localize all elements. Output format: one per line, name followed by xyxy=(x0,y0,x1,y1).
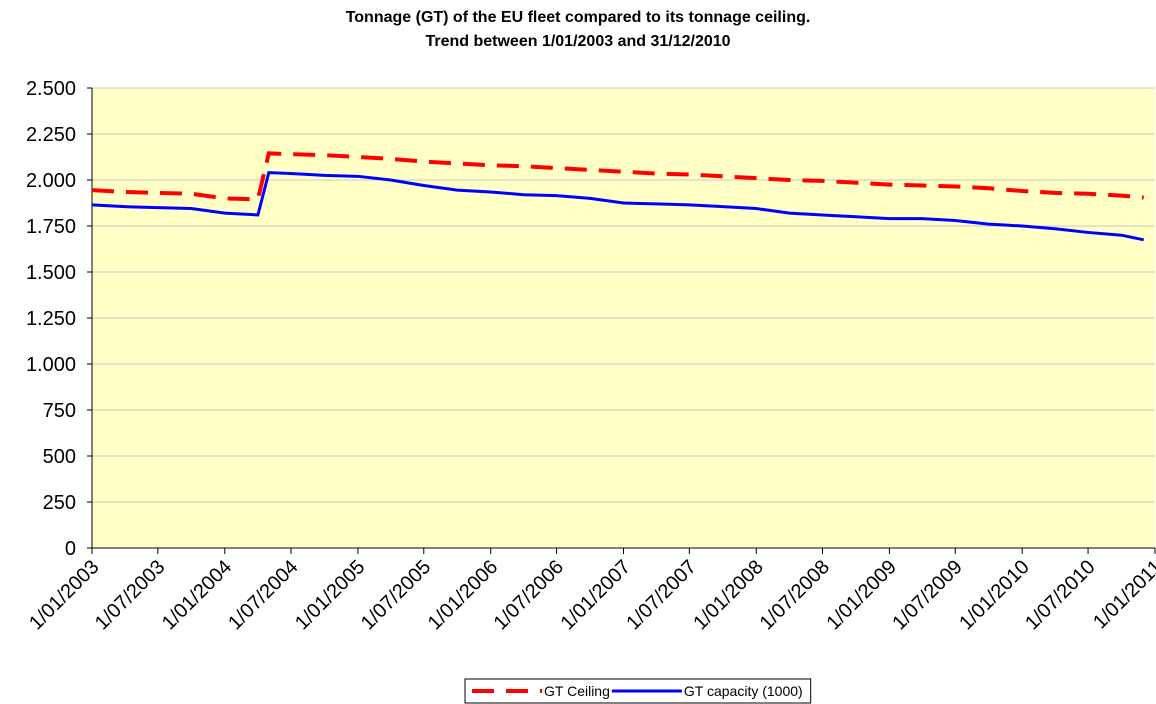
y-tick-label: 500 xyxy=(43,446,76,468)
y-tick-label: 1.500 xyxy=(26,262,76,284)
legend-label: GT Ceiling xyxy=(544,683,610,699)
x-tick-label: 1/01/2010 xyxy=(955,556,1033,634)
y-tick-label: 1.000 xyxy=(26,354,76,376)
x-tick-label: 1/01/2008 xyxy=(689,556,767,634)
x-tick-label: 1/07/2007 xyxy=(622,556,700,634)
x-tick-label: 1/07/2006 xyxy=(490,556,568,634)
legend-label: GT capacity (1000) xyxy=(684,683,803,699)
x-tick-label: 1/07/2003 xyxy=(91,556,169,634)
y-tick-label: 2.500 xyxy=(26,78,76,100)
x-tick-label: 1/07/2005 xyxy=(357,556,435,634)
y-tick-label: 750 xyxy=(43,400,76,422)
y-tick-label: 0 xyxy=(65,538,76,560)
x-tick-label: 1/01/2009 xyxy=(822,556,900,634)
x-tick-label: 1/07/2008 xyxy=(756,556,834,634)
chart-subtitle: Trend between 1/01/2003 and 31/12/2010 xyxy=(425,33,730,50)
x-tick-label: 1/07/2009 xyxy=(888,556,966,634)
series-line xyxy=(91,171,1145,242)
series-line xyxy=(91,151,1144,202)
y-tick-label: 2.000 xyxy=(26,170,76,192)
x-tick-label: 1/01/2006 xyxy=(424,556,502,634)
x-tick-label: 1/07/2010 xyxy=(1021,556,1099,634)
x-tick-label: 1/01/2007 xyxy=(557,556,635,634)
x-tick-label: 1/01/2011 xyxy=(1089,556,1156,633)
y-tick-label: 2.250 xyxy=(26,124,76,146)
y-tick-label: 1.250 xyxy=(26,308,76,330)
y-tick-label: 250 xyxy=(43,492,76,514)
x-tick-label: 1/01/2005 xyxy=(291,556,369,634)
x-tick-label: 1/01/2003 xyxy=(25,556,103,634)
x-tick-label: 1/07/2004 xyxy=(224,556,302,634)
legend: GT Ceiling GT capacity (1000) xyxy=(464,678,812,704)
x-tick-label: 1/01/2004 xyxy=(158,556,236,634)
chart-title: Tonnage (GT) of the EU fleet compared to… xyxy=(346,9,811,26)
y-tick-label: 1.750 xyxy=(26,216,76,238)
